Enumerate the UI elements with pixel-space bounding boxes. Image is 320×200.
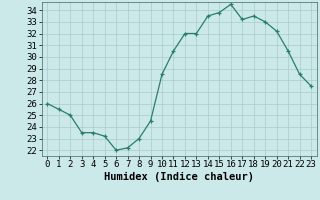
X-axis label: Humidex (Indice chaleur): Humidex (Indice chaleur) [104, 172, 254, 182]
